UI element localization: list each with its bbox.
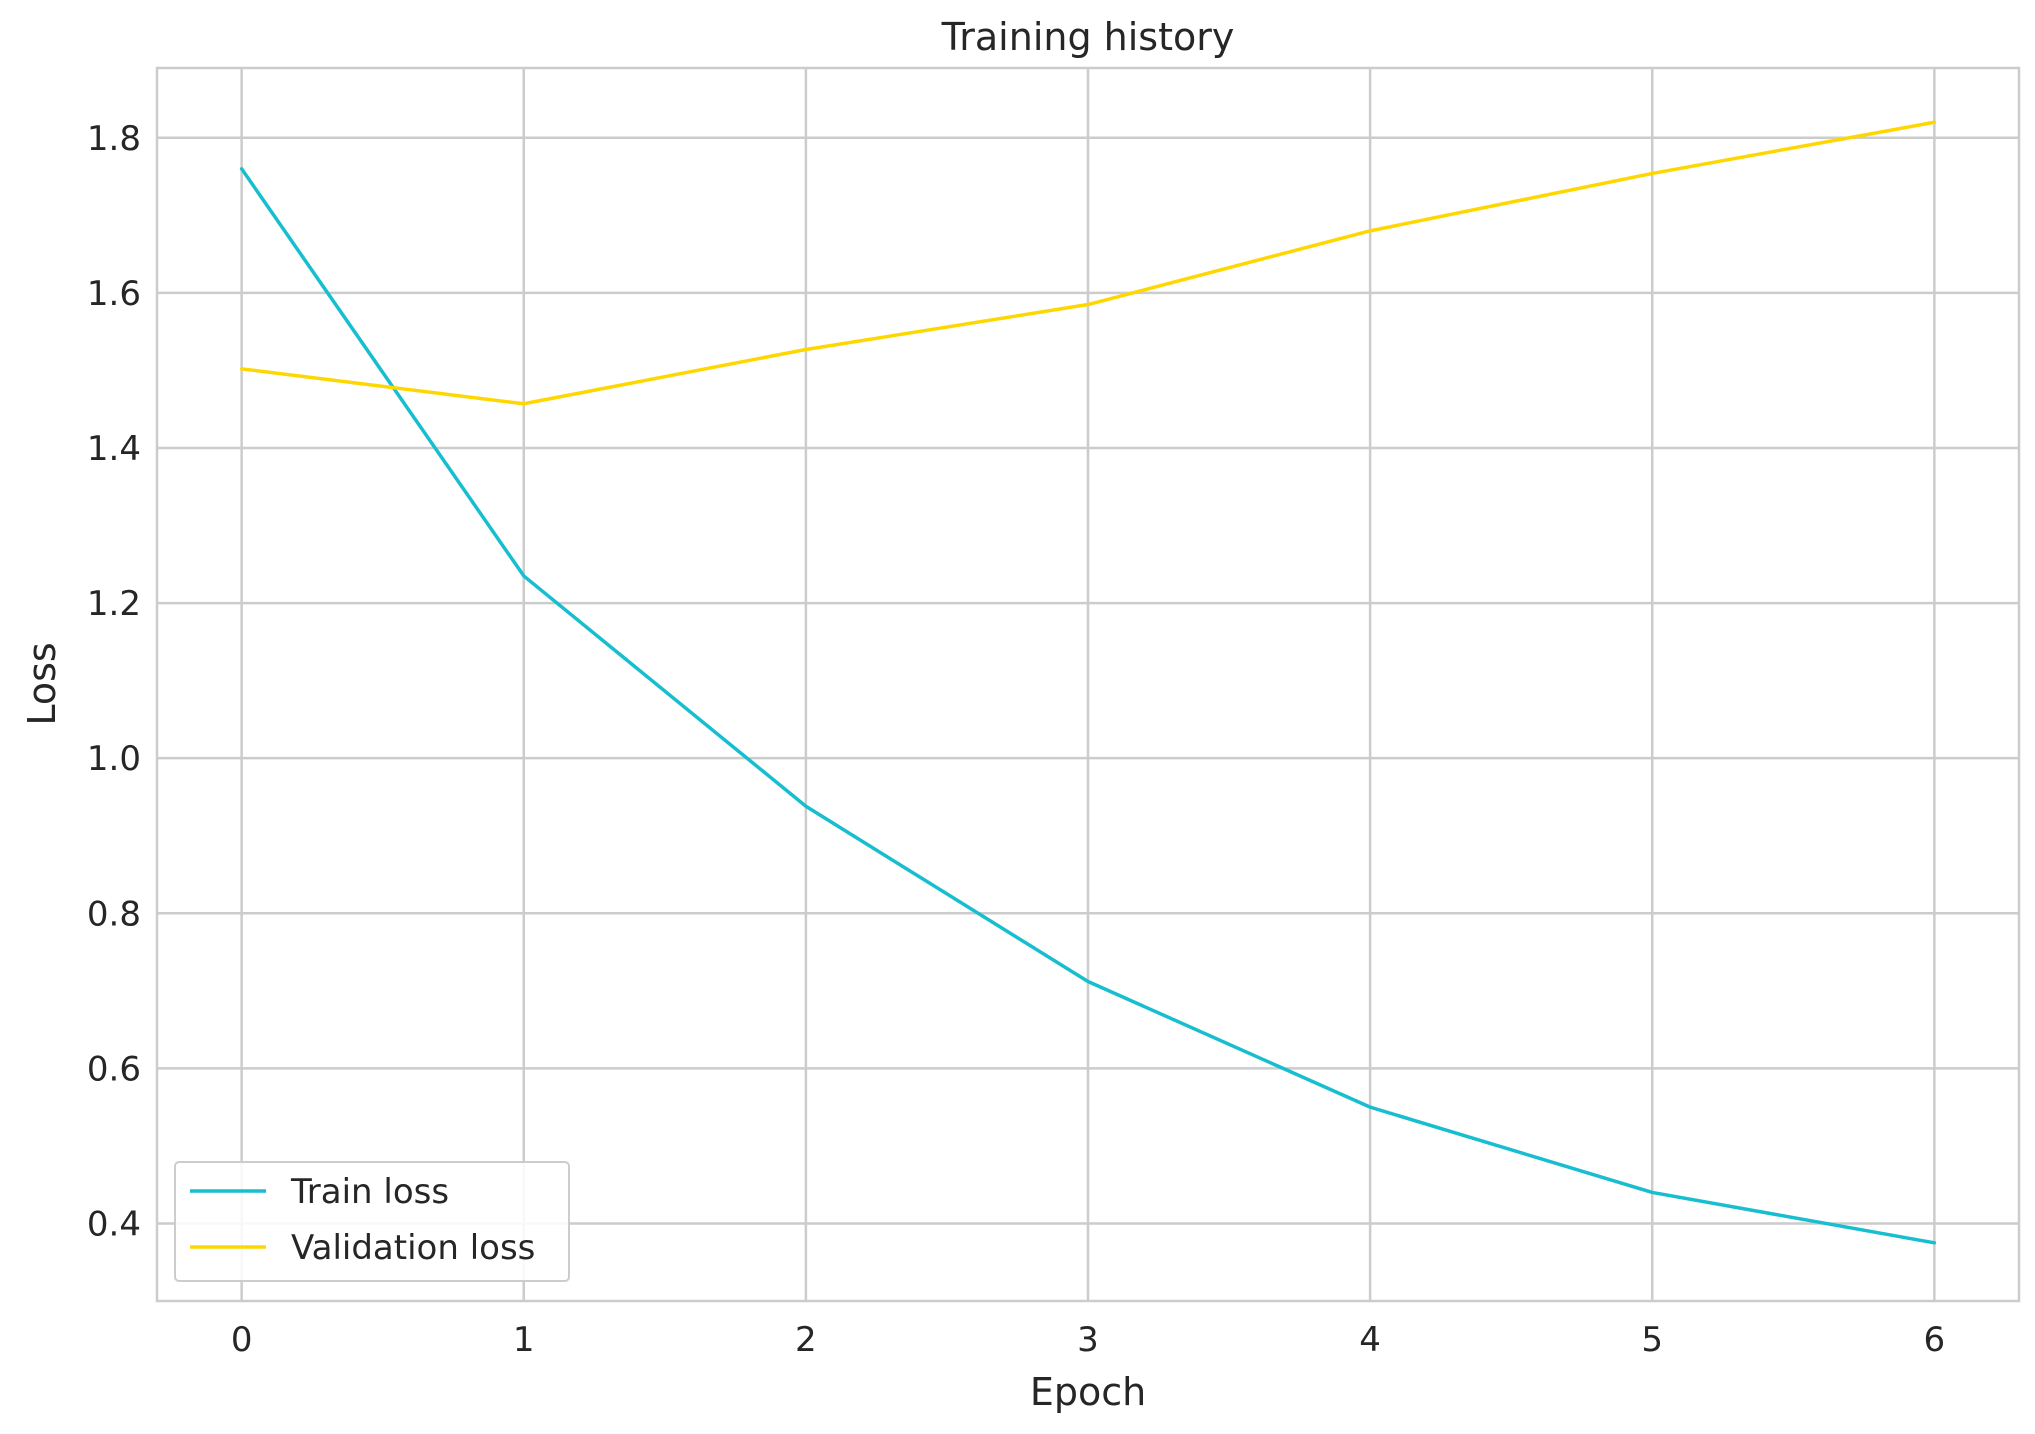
x-tick-label: 0 [231, 1320, 253, 1360]
legend: Train loss Validation loss [174, 1161, 570, 1282]
x-tick-label: 5 [1641, 1320, 1663, 1360]
y-axis-label: Loss [20, 642, 64, 725]
y-tick-label: 0.6 [87, 1049, 141, 1089]
legend-label-validation-loss: Validation loss [291, 1228, 535, 1268]
y-tick-label: 1.6 [87, 274, 141, 314]
x-tick-label: 1 [513, 1320, 535, 1360]
plot-area-frame [155, 66, 2021, 1303]
y-tick-label: 0.8 [87, 894, 141, 934]
legend-box [174, 1161, 570, 1282]
x-axis-label: Epoch [1030, 1370, 1146, 1414]
chart-title: Training history [941, 15, 1235, 59]
y-tick-label: 1.0 [87, 739, 141, 779]
y-tick-labels: 0.4 0.6 0.8 1.0 1.2 1.4 1.6 1.8 [87, 119, 141, 1245]
x-tick-label: 2 [795, 1320, 817, 1360]
x-tick-label: 4 [1359, 1320, 1381, 1360]
y-tick-label: 1.2 [87, 584, 141, 624]
y-tick-label: 1.4 [87, 429, 141, 469]
legend-label-train-loss: Train loss [290, 1172, 449, 1212]
y-tick-label: 0.4 [87, 1204, 141, 1244]
x-tick-label: 6 [1924, 1320, 1946, 1360]
grid [157, 68, 2019, 1301]
x-tick-label: 3 [1077, 1320, 1099, 1360]
x-tick-labels: 0 1 2 3 4 5 6 [231, 1320, 1945, 1360]
y-tick-label: 1.8 [87, 119, 141, 159]
series-lines [239, 120, 1937, 1245]
